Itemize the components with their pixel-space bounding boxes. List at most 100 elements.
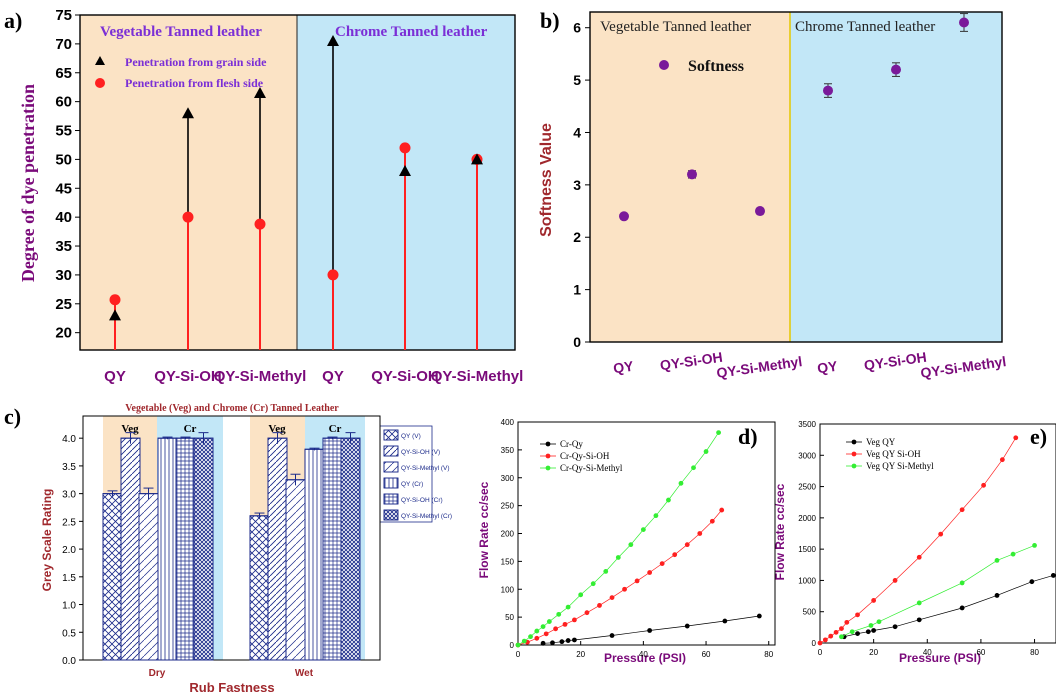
chart-d-point [684, 542, 690, 548]
chart-d-xtick-label: 80 [764, 650, 773, 659]
chart-d-point [546, 619, 552, 624]
chart-d-ytick-label: 150 [501, 557, 515, 566]
chart-e-legend-label: Veg QY Si-Methyl [866, 461, 934, 471]
chart-e-ytick-label: 2000 [798, 514, 816, 523]
chart-d-point [722, 618, 728, 624]
chart-c-bar [304, 448, 325, 661]
chart-a-ytick-label: 70 [55, 36, 72, 53]
chart-c-ytick-label: 2.5 [62, 517, 76, 528]
chart-a-flesh-point [399, 142, 411, 154]
chart-d-ytick-label: 300 [501, 474, 515, 483]
chart-a-xtick-label: QY-Si-OH [371, 368, 439, 385]
chart-b-ytick-label: 2 [573, 229, 581, 245]
chart-a-ytick-label: 60 [55, 94, 72, 111]
chart-e-ytick-label: 2500 [798, 483, 816, 492]
chart-e-point [892, 624, 898, 630]
chart-d-legend-label: Cr-Qy [560, 439, 583, 449]
chart-e-legend-label: Veg QY [866, 437, 896, 447]
chart-c-ytick-label: 0.5 [62, 628, 76, 639]
chart-e-ytick-label: 1000 [798, 576, 816, 585]
chart-c-legend-label: QY-Si-OH (V) [401, 449, 440, 456]
chart-b-point [959, 17, 969, 28]
chart-a-grain-point [182, 107, 194, 119]
chart-c-bar [249, 515, 270, 661]
chart-d-point [540, 640, 546, 646]
chart-d-point [615, 555, 621, 560]
chart-c-ytick-label: 1.5 [62, 573, 76, 584]
chart-e-point [865, 629, 871, 635]
chart-d-point [709, 518, 715, 524]
chart-d-point [556, 611, 562, 617]
chart-d-legend-label: Cr-Qy-Si-OH [560, 451, 610, 461]
chart-e-point [916, 617, 922, 623]
chart-b-veg-label: Vegetable Tanned leather [600, 19, 751, 35]
chart-e-point [876, 619, 882, 625]
chart-e-point [822, 637, 828, 643]
chart-e-point [999, 457, 1005, 463]
chart-a-ytick-label: 75 [55, 7, 72, 24]
chart-a-ytick-label: 35 [55, 238, 72, 255]
chart-e-point [994, 593, 1000, 598]
chart-d-ytick-label: 250 [501, 502, 515, 511]
chart-d-point [640, 527, 646, 532]
chart-e-point [959, 605, 965, 611]
chart-d-point [521, 638, 527, 644]
chart-e-series-line [844, 575, 1054, 638]
chart-d-ytick-label: 350 [501, 446, 515, 455]
chart-a-flesh-point [254, 218, 266, 230]
chart-d-point [716, 430, 721, 435]
chart-a-xtick-label: QY [322, 368, 344, 385]
chart-d-point [647, 628, 653, 633]
chart-b-point [891, 64, 901, 75]
chart-c-ytick-label: 3.5 [62, 462, 76, 473]
chart-d-ytick-label: 200 [501, 530, 515, 539]
chart-c-legend-swatch [383, 429, 399, 441]
chart-c-legend-swatch [383, 509, 399, 521]
chart-e-series-line [841, 545, 1035, 638]
chart-e-point [938, 531, 944, 537]
chart-d-point [534, 628, 540, 634]
chart-c-bar [102, 493, 123, 661]
chart-b-ytick-label: 3 [573, 177, 581, 193]
chart-b-ytick-label: 4 [573, 124, 581, 140]
chart-a-ytick-label: 30 [55, 267, 72, 284]
chart-d-xtick-label: 40 [639, 650, 648, 659]
chart-d-point [559, 639, 565, 645]
chart-c-bar [267, 437, 288, 661]
chart-e-ytick-label: 1500 [798, 545, 816, 554]
chart-e-legend-marker [851, 439, 857, 445]
chart-c-bar [138, 493, 159, 661]
chart-a: Vegetable Tanned leather Chrome Tanned l… [18, 14, 516, 351]
chart-e-ytick-label: 3500 [798, 420, 816, 429]
chart-d-point [597, 603, 602, 608]
chart-d-point [590, 581, 596, 587]
chart-d-point [578, 592, 584, 598]
chart-e-legend-marker [851, 463, 857, 469]
chart-e-point [839, 626, 844, 632]
chart-e-legend-marker [851, 451, 857, 457]
chart-d-point [562, 621, 568, 627]
chart-d-point [565, 604, 571, 610]
chart-d-point [653, 513, 659, 519]
chart-b-ytick-label: 5 [573, 72, 581, 88]
chart-d-point [609, 633, 615, 638]
chart-d-point [540, 624, 546, 630]
chart-d-point [634, 578, 640, 584]
chart-c-bar [285, 479, 306, 661]
chart-d-point [534, 635, 540, 641]
chart-b-cr-label: Chrome Tanned leather [795, 19, 935, 35]
chart-d-point [703, 449, 709, 454]
chart-d-ylabel: Flow Rate cc/sec [477, 481, 491, 578]
chart-d-ytick-label: 100 [501, 585, 515, 594]
chart-b-legend-label: Softness [688, 58, 744, 75]
chart-e-point [1032, 542, 1037, 548]
chart-d-point [603, 569, 609, 574]
chart-b-cr-region [790, 12, 1002, 342]
chart-b-ytick-label: 6 [573, 20, 581, 36]
chart-d-point [697, 531, 703, 536]
chart-b-ytick-label: 0 [573, 334, 581, 350]
chart-e-point [828, 633, 834, 639]
chart-d-legend-marker [545, 441, 551, 447]
chart-e-ytick-label: 500 [803, 608, 817, 617]
chart-d: Flow Rate cc/sec Pressure (PSI) [477, 481, 686, 665]
